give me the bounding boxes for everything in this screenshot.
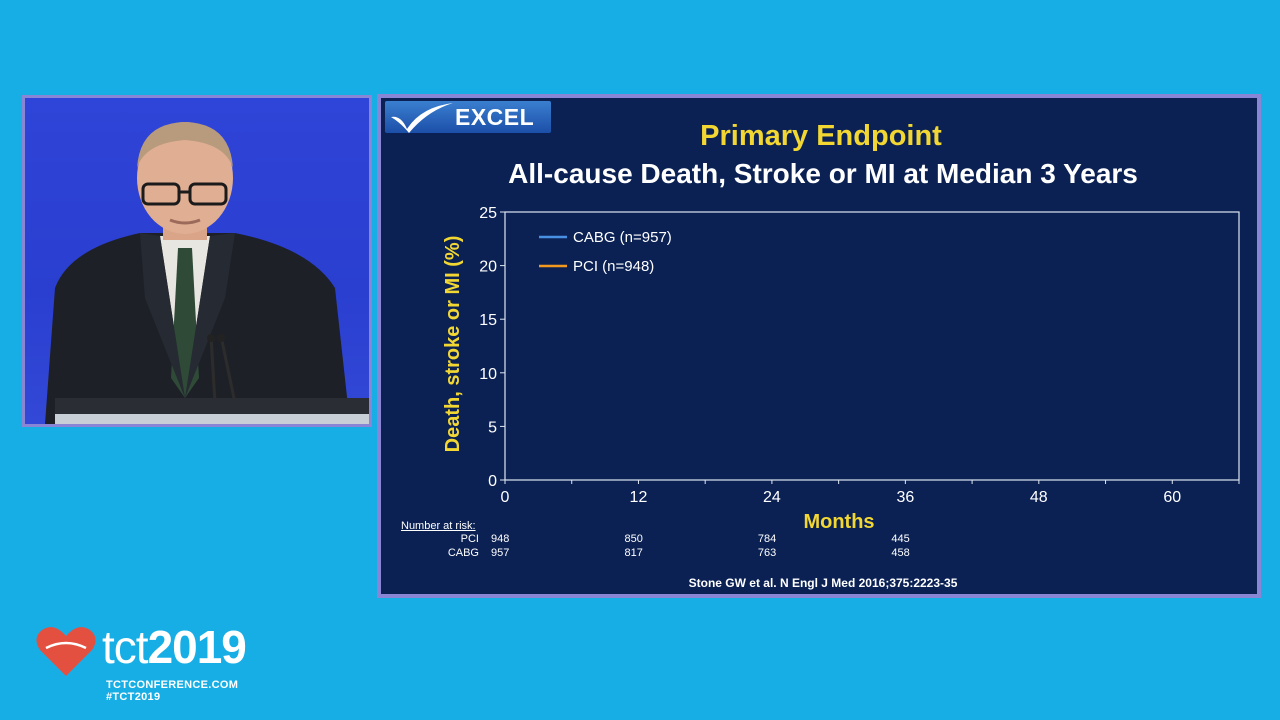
y-tick-label: 25 — [479, 205, 497, 222]
risk-value: 957 — [491, 547, 510, 559]
checkmark-icon — [391, 103, 453, 133]
y-tick-label: 10 — [479, 366, 497, 383]
number-at-risk-table: Number at risk: PCI 948 850 784 445 CABG 957 81… — [381, 520, 1257, 560]
tct2019-branding: tct2019 TCTCONFERENCE.COM #TCT2019 — [36, 621, 296, 714]
x-tick-label: 12 — [630, 489, 648, 506]
logo-text: EXCEL — [455, 104, 535, 130]
risk-value: 850 — [624, 533, 643, 545]
wordmark-light: tct — [102, 621, 149, 673]
risk-value: 763 — [757, 547, 777, 559]
speaker-figure — [45, 122, 369, 424]
conference-hashtag: #TCT2019 — [106, 691, 161, 703]
y-axis-label: Death, stroke or MI (%) — [442, 236, 464, 453]
risk-value: 784 — [757, 533, 777, 545]
excel-trial-logo: EXCEL — [385, 101, 551, 133]
risk-table-header: Number at risk: — [401, 520, 476, 532]
risk-value: 445 — [891, 533, 910, 545]
kaplan-meier-chart: 0 5 10 15 20 25 0 12 24 36 48 60 CABG (n=957) PCI (… — [442, 205, 1240, 528]
y-tick-label: 15 — [479, 312, 497, 329]
risk-value: 948 — [491, 533, 510, 545]
x-tick-label: 36 — [896, 489, 914, 506]
legend-label: CABG (n=957) — [573, 229, 672, 246]
citation: Stone GW et al. N Engl J Med 2016;375:22… — [688, 576, 958, 590]
x-tick-label: 0 — [501, 489, 510, 506]
risk-row-label: PCI — [460, 533, 479, 545]
wordmark-bold: 2019 — [147, 621, 247, 673]
plot-frame — [504, 211, 1240, 481]
y-tick-label: 20 — [479, 259, 497, 276]
heart-logo-icon — [36, 627, 96, 676]
risk-value: 458 — [891, 547, 910, 559]
risk-value: 817 — [624, 547, 643, 559]
conference-url: TCTCONFERENCE.COM — [106, 679, 239, 691]
legend-label: PCI (n=948) — [573, 258, 654, 275]
presentation-slide: EXCEL Primary Endpoint All-cause Death, … — [377, 94, 1261, 598]
x-axis-label: Months — [803, 511, 874, 528]
speaker-video-panel — [22, 95, 372, 427]
x-tick-label: 60 — [1163, 489, 1181, 506]
slide-title: Primary Endpoint — [700, 120, 942, 152]
x-tick-label: 24 — [763, 489, 781, 506]
risk-row-label: CABG — [447, 547, 479, 559]
slide-subtitle: All-cause Death, Stroke or MI at Median … — [508, 158, 1138, 189]
y-tick-label: 5 — [488, 419, 497, 436]
y-tick-label: 0 — [488, 473, 497, 490]
conference-wordmark: tct2019 — [102, 620, 247, 674]
x-tick-label: 48 — [1030, 489, 1048, 506]
